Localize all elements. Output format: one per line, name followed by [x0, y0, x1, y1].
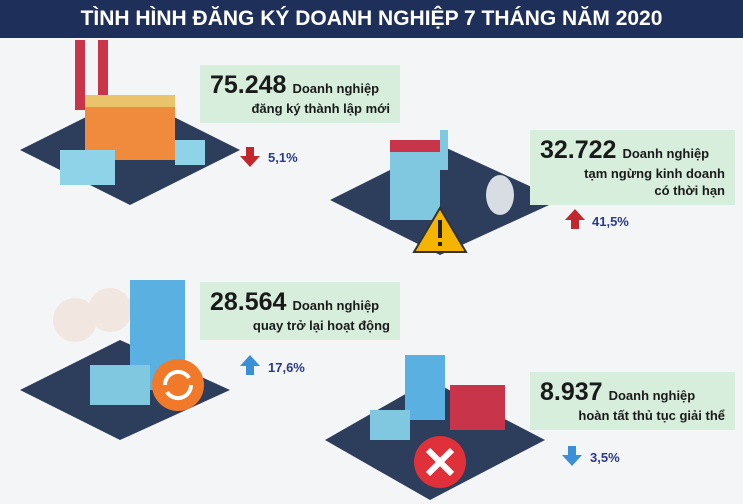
- stat-number: 75.248: [210, 71, 287, 99]
- roof: [390, 140, 440, 152]
- change-value: 17,6%: [268, 360, 305, 375]
- stat-box: 28.564 Doanh nghiệp quay trở lại hoạt động: [200, 282, 400, 340]
- stat-description: quay trở lại hoạt động: [252, 318, 390, 333]
- stat-description: đăng ký thành lập mới: [251, 101, 390, 116]
- refresh-icon: [152, 359, 204, 411]
- building: [370, 410, 410, 440]
- stat-unit: Doanh nghiệp: [292, 81, 380, 96]
- stat-description: có thời hạn: [654, 183, 725, 198]
- change-value: 41,5%: [592, 214, 629, 229]
- stat-number: 8.937: [540, 378, 603, 406]
- building: [175, 140, 205, 165]
- stat-number: 32.722: [540, 136, 617, 164]
- stat-head: 28.564 Doanh nghiệp: [210, 288, 390, 317]
- tank: [486, 175, 514, 215]
- stat-box: 75.248 Doanh nghiệp đăng ký thành lập mới: [200, 65, 400, 123]
- trend-arrow: [240, 147, 260, 167]
- stat-box: 8.937 Doanh nghiệp hoàn tất thủ tục giải t…: [530, 372, 735, 430]
- stat-number: 28.564: [210, 288, 287, 316]
- building: [60, 150, 115, 185]
- change-value: 3,5%: [590, 450, 620, 465]
- title: TÌNH HÌNH ĐĂNG KÝ DOANH NGHIỆP 7 THÁNG N…: [0, 0, 743, 38]
- cancel-cross: [425, 447, 455, 477]
- tank: [53, 298, 97, 342]
- stat-description: hoàn tất thủ tục giải thể: [578, 408, 725, 423]
- trend-arrow: [565, 209, 585, 229]
- stat-box: 32.722 Doanh nghiệp tạm ngừng kinh doanh có…: [530, 130, 735, 205]
- warning-mark: [438, 220, 442, 238]
- chimney: [98, 40, 108, 110]
- stat-head: 8.937 Doanh nghiệp: [540, 378, 725, 407]
- stat-unit: Doanh nghiệp: [622, 146, 710, 161]
- refresh-arrows: [162, 369, 194, 401]
- warning-mark: [438, 242, 442, 246]
- tank: [88, 288, 132, 332]
- chimney: [440, 130, 448, 170]
- platform: [330, 145, 560, 255]
- roof: [85, 95, 175, 107]
- chimney: [75, 40, 85, 110]
- stat-description: tạm ngừng kinh doanh: [584, 166, 725, 181]
- stat-head: 32.722 Doanh nghiệp: [540, 136, 725, 165]
- trend-arrow: [562, 446, 582, 466]
- trend-arrow: [240, 355, 260, 375]
- stat-head: 75.248 Doanh nghiệp: [210, 71, 390, 100]
- building: [450, 385, 505, 430]
- building: [90, 365, 150, 405]
- building: [405, 355, 445, 420]
- stat-unit: Doanh nghiệp: [292, 298, 380, 313]
- building: [390, 150, 440, 220]
- change-value: 5,1%: [268, 150, 298, 165]
- stat-unit: Doanh nghiệp: [608, 388, 696, 403]
- arrows: [240, 147, 585, 466]
